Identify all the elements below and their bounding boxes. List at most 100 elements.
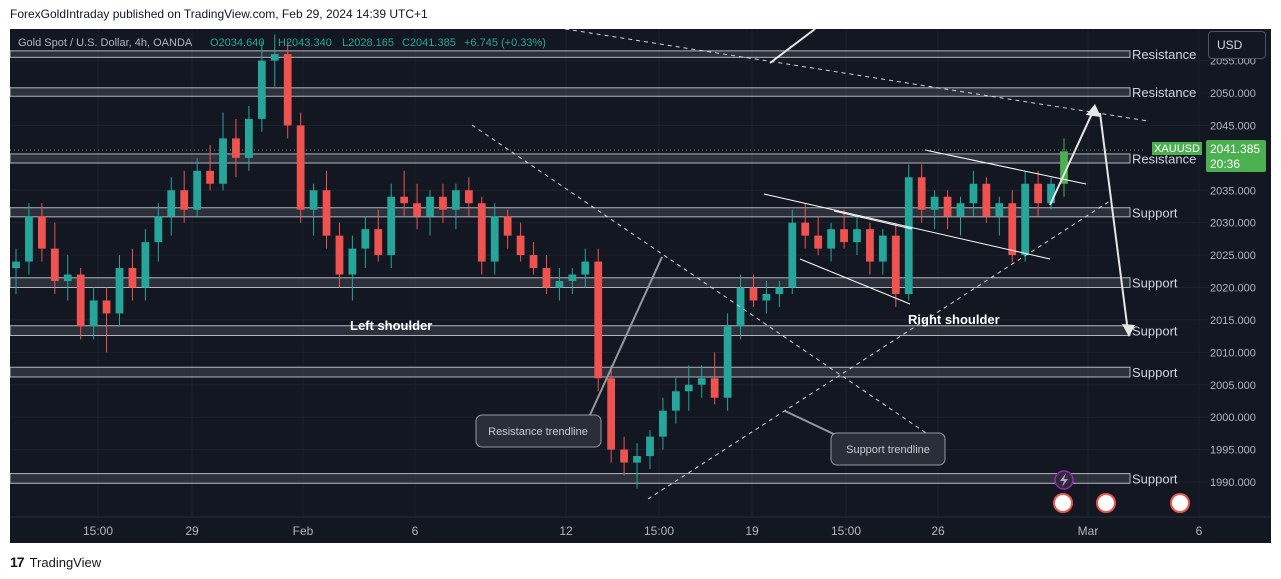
us-flag-icon[interactable]: [1053, 493, 1073, 513]
candle-body: [257, 60, 266, 119]
candle-body: [878, 235, 887, 262]
event-icons[interactable]: [1053, 470, 1190, 513]
time-tick-label: 15:00: [644, 524, 674, 538]
down-arrow[interactable]: [1099, 112, 1129, 333]
candle-body: [1060, 151, 1068, 184]
candle-body: [503, 216, 512, 236]
candle-body: [568, 274, 577, 282]
candle-body: [76, 274, 85, 327]
legend-open: O2034.640: [210, 37, 264, 49]
zone-3[interactable]: [10, 207, 1131, 218]
candle-body: [529, 255, 538, 269]
candle-body: [1047, 183, 1055, 204]
channel-line[interactable]: [763, 193, 1051, 260]
price-tick-label: 2025.000: [1210, 250, 1256, 262]
up-arrow[interactable]: [1049, 106, 1096, 206]
candle-body: [374, 229, 383, 256]
candle-body: [283, 54, 292, 126]
zone-label-0: Resistance: [1132, 47, 1196, 62]
channel-line[interactable]: [799, 258, 911, 305]
price-axis[interactable]: 2055.0002050.0002045.0002040.0002035.000…: [1210, 56, 1256, 489]
candle-body: [982, 183, 991, 217]
upper-dashed-line[interactable]: [564, 29, 1149, 122]
zone-labels: Resistance Resistance Resistance Support Sup…: [1132, 47, 1196, 486]
candle-body: [516, 235, 525, 256]
zone-7[interactable]: [10, 473, 1131, 484]
price-tick-label: 2045.000: [1210, 120, 1256, 132]
candle-body: [801, 222, 810, 236]
candle-body: [659, 410, 667, 437]
candle-body: [400, 196, 409, 204]
candle-body: [232, 138, 240, 158]
support-trendline[interactable]: [647, 200, 1111, 500]
candle-body: [128, 268, 137, 288]
candle-body: [607, 378, 616, 450]
candlestick-chart[interactable]: Resistance trendline Support trendline L…: [10, 29, 1271, 543]
candle-body: [413, 203, 421, 217]
resistance-trendline-callout[interactable]: [475, 414, 602, 448]
support-trendline-callout[interactable]: [830, 432, 946, 466]
chart-frame[interactable]: Resistance trendline Support trendline L…: [10, 29, 1271, 543]
candle-body: [426, 196, 434, 217]
candle-body: [439, 196, 447, 210]
candle-body: [995, 203, 1004, 217]
publish-info: ForexGoldIntraday published on TradingVi…: [10, 7, 428, 21]
zone-0[interactable]: [10, 50, 1131, 58]
candle-body: [814, 235, 823, 249]
channel-line[interactable]: [833, 210, 913, 230]
time-tick-label: 6: [1196, 524, 1203, 538]
candle-body: [917, 177, 926, 210]
zone-label-4: Support: [1132, 276, 1178, 291]
zone-1[interactable]: [10, 87, 1131, 97]
time-axis[interactable]: 15:00 29 Feb 6 12 15:00 19 15:00 26 Mar 6: [10, 516, 1271, 538]
price-tick-label: 2000.000: [1210, 412, 1256, 424]
badge-countdown: 20:36: [1210, 157, 1240, 171]
time-tick-label: 6: [412, 524, 419, 538]
tradingview-logo-icon: 17: [10, 554, 25, 570]
price-badge: XAUUSD 2041.385 20:36: [1152, 140, 1266, 172]
candle-body: [891, 235, 900, 294]
candle-body: [464, 190, 473, 204]
candle-body: [762, 293, 771, 301]
zones: [10, 50, 1131, 484]
candle-body: [749, 287, 758, 301]
support-trendline-label: Support trendline: [846, 444, 930, 456]
candle-body: [193, 170, 202, 210]
zone-label-1: Resistance: [1132, 85, 1196, 100]
zone-label-6: Support: [1132, 365, 1178, 380]
candle-body: [775, 287, 784, 294]
candle-body: [646, 436, 654, 457]
time-tick-label: 12: [559, 524, 573, 538]
zone-6[interactable]: [10, 366, 1131, 378]
callout-pointer: [784, 410, 841, 438]
legend-change: +6.745 (+0.33%): [464, 37, 546, 49]
up-arrow-head: [1086, 104, 1101, 117]
candle-body: [180, 190, 189, 210]
candle-body: [309, 190, 318, 210]
legend-low: L2028.165: [342, 37, 394, 49]
top-arrow[interactable]: [769, 29, 816, 64]
time-tick-label: 26: [931, 524, 945, 538]
zone-2[interactable]: [10, 153, 1131, 164]
candle-body: [348, 248, 357, 275]
zone-label-5: Support: [1132, 324, 1178, 339]
currency-button[interactable]: USD: [1208, 31, 1266, 59]
us-flag-icon[interactable]: [1096, 493, 1116, 513]
right-shoulder-label: Right shoulder: [908, 312, 1000, 327]
candle-body: [969, 183, 978, 204]
zone-5[interactable]: [10, 325, 1131, 336]
channel-line[interactable]: [924, 149, 1087, 185]
price-tick-label: 2055.000: [1210, 56, 1256, 68]
candle-body: [542, 268, 551, 288]
candle-body: [620, 449, 628, 463]
candle-body: [840, 229, 848, 243]
candle-body: [943, 196, 952, 217]
candle-body: [50, 248, 59, 282]
price-tick-label: 2030.000: [1210, 218, 1256, 230]
legend-symbol: Gold Spot / U.S. Dollar, 4h, OANDA: [18, 37, 193, 49]
candle-body: [296, 125, 305, 210]
price-tick-label: 1990.000: [1210, 477, 1256, 489]
candle-body: [1008, 203, 1017, 256]
candle-body: [477, 203, 486, 262]
us-flag-icon[interactable]: [1170, 493, 1190, 513]
